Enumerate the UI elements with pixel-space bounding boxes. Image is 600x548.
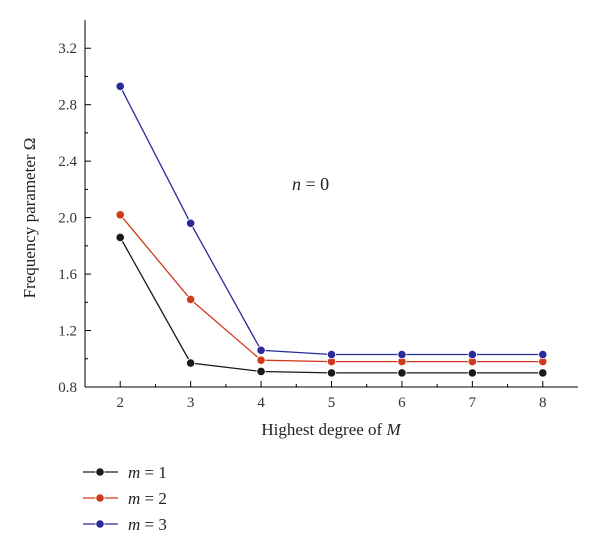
x-axis-ticks: 2 3 4 5 6 7 8: [116, 381, 547, 411]
legend-marker: [95, 493, 105, 503]
plot-axes: [84, 20, 578, 388]
data-point: [467, 368, 477, 378]
legend-entry-m-3: m = 3: [83, 515, 167, 534]
y-tick-label: 3.2: [58, 41, 77, 57]
series-line: [119, 214, 543, 363]
legend-entry-m-2: m = 2: [83, 489, 167, 508]
y-tick-label: 0.8: [58, 380, 77, 396]
data-point: [256, 345, 266, 355]
data-point: [467, 349, 477, 360]
series-m-1: [115, 232, 548, 378]
data-point: [115, 81, 125, 91]
data-point: [397, 368, 407, 378]
data-point: [538, 349, 548, 360]
legend-label: m = 3: [128, 515, 167, 534]
legend-label: m = 1: [128, 463, 167, 482]
legend-marker: [95, 519, 105, 529]
y-tick-label: 1.2: [58, 324, 77, 340]
data-point: [256, 366, 266, 377]
x-tick-label: 4: [257, 395, 265, 411]
y-tick-label: 2.0: [58, 211, 77, 227]
legend-label: m = 2: [128, 489, 167, 508]
series-m-3: [115, 81, 548, 360]
data-point: [397, 349, 407, 360]
series-line: [119, 86, 543, 356]
legend-marker: [95, 467, 105, 477]
data-point: [115, 210, 125, 220]
x-tick-label: 2: [116, 395, 124, 411]
series-m-2: [115, 210, 548, 367]
data-point: [115, 232, 125, 242]
x-tick-label: 7: [469, 395, 477, 411]
data-point: [538, 368, 548, 378]
x-tick-label: 3: [187, 395, 195, 411]
plot-series: [115, 81, 548, 378]
legend-entry-m-1: m = 1: [83, 463, 167, 482]
y-tick-label: 2.4: [58, 154, 77, 170]
data-point: [256, 355, 266, 365]
x-axis-title: Highest degree of M: [261, 420, 401, 439]
data-point: [186, 294, 196, 305]
data-point: [186, 218, 196, 228]
data-point: [186, 358, 196, 368]
data-point: [326, 368, 337, 378]
y-tick-label: 1.6: [58, 267, 77, 283]
y-tick-label: 2.8: [58, 98, 77, 114]
x-tick-label: 8: [539, 395, 547, 411]
y-axis-ticks: 0.8 1.2 1.6 2.0 2.4 2.8 3.2: [58, 41, 91, 396]
legend: m = 1 m = 2 m = 3: [83, 463, 167, 534]
chart-annotation: n = 0: [292, 174, 329, 194]
y-axis-title: Frequency parameter Ω: [20, 138, 39, 299]
x-tick-label: 5: [328, 395, 336, 411]
data-point: [326, 349, 337, 360]
x-tick-label: 6: [398, 395, 406, 411]
